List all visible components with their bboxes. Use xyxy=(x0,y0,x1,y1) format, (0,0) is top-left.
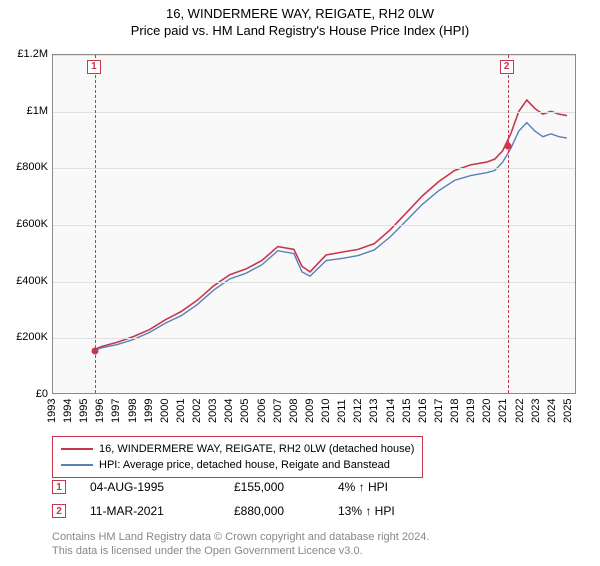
marker-badge: 1 xyxy=(52,480,66,494)
y-tick-label: £400K xyxy=(4,275,48,287)
chart-container: 16, WINDERMERE WAY, REIGATE, RH2 0LW Pri… xyxy=(0,6,600,566)
x-tick-label: 2014 xyxy=(385,409,397,423)
y-tick-label: £800K xyxy=(4,161,48,173)
legend-item: 16, WINDERMERE WAY, REIGATE, RH2 0LW (de… xyxy=(61,441,414,457)
gridline xyxy=(53,225,575,226)
x-tick-label: 2001 xyxy=(175,409,187,423)
chart-plot-area xyxy=(52,54,576,394)
x-tick-label: 2012 xyxy=(352,409,364,423)
marker-line xyxy=(508,55,509,393)
x-tick-label: 2019 xyxy=(465,409,477,423)
x-tick-label: 1998 xyxy=(127,409,139,423)
transaction-date: 04-AUG-1995 xyxy=(90,480,210,494)
legend-label: HPI: Average price, detached house, Reig… xyxy=(99,459,390,471)
chart-lines-svg xyxy=(53,55,575,393)
page-subtitle: Price paid vs. HM Land Registry's House … xyxy=(0,23,600,38)
y-tick-label: £1.2M xyxy=(4,48,48,60)
marker-label: 1 xyxy=(87,56,101,74)
x-tick-label: 2010 xyxy=(320,409,332,423)
x-tick-label: 2006 xyxy=(256,409,268,423)
gridline xyxy=(53,168,575,169)
marker-badge: 2 xyxy=(500,60,514,74)
x-tick-label: 2016 xyxy=(417,409,429,423)
marker-badge: 2 xyxy=(52,504,66,518)
x-tick-label: 2025 xyxy=(562,409,574,423)
x-tick-label: 2005 xyxy=(239,409,251,423)
transaction-price: £155,000 xyxy=(234,480,314,494)
x-tick-label: 1996 xyxy=(94,409,106,423)
x-tick-label: 2017 xyxy=(433,409,445,423)
x-tick-label: 1994 xyxy=(62,409,74,423)
y-tick-label: £0 xyxy=(4,388,48,400)
transaction-price: £880,000 xyxy=(234,504,314,518)
x-tick-label: 1997 xyxy=(110,409,122,423)
y-tick-label: £600K xyxy=(4,218,48,230)
x-tick-label: 2015 xyxy=(401,409,413,423)
marker-dot xyxy=(504,142,511,149)
marker-dot xyxy=(91,348,98,355)
gridline xyxy=(53,55,575,56)
x-tick-label: 1995 xyxy=(78,409,90,423)
x-tick-label: 2002 xyxy=(191,409,203,423)
x-tick-label: 1993 xyxy=(46,409,58,423)
gridline xyxy=(53,282,575,283)
gridline xyxy=(53,338,575,339)
footer-line: Contains HM Land Registry data © Crown c… xyxy=(52,530,429,544)
x-tick-label: 2009 xyxy=(304,409,316,423)
transaction-date: 11-MAR-2021 xyxy=(90,504,210,518)
legend-label: 16, WINDERMERE WAY, REIGATE, RH2 0LW (de… xyxy=(99,443,414,455)
x-tick-label: 2007 xyxy=(272,409,284,423)
legend: 16, WINDERMERE WAY, REIGATE, RH2 0LW (de… xyxy=(52,436,423,478)
x-tick-label: 2013 xyxy=(368,409,380,423)
marker-label: 2 xyxy=(500,56,514,74)
page-title: 16, WINDERMERE WAY, REIGATE, RH2 0LW xyxy=(0,6,600,21)
x-tick-label: 2008 xyxy=(288,409,300,423)
x-tick-label: 2020 xyxy=(481,409,493,423)
x-tick-label: 1999 xyxy=(143,409,155,423)
legend-swatch xyxy=(61,448,93,450)
x-tick-label: 2023 xyxy=(530,409,542,423)
x-tick-label: 2000 xyxy=(159,409,171,423)
transaction-row: 1 04-AUG-1995 £155,000 4% ↑ HPI xyxy=(52,480,458,494)
legend-item: HPI: Average price, detached house, Reig… xyxy=(61,457,414,473)
y-tick-label: £200K xyxy=(4,331,48,343)
transaction-row: 2 11-MAR-2021 £880,000 13% ↑ HPI xyxy=(52,504,458,518)
transaction-pct: 4% ↑ HPI xyxy=(338,480,458,494)
legend-swatch xyxy=(61,464,93,466)
x-tick-label: 2018 xyxy=(449,409,461,423)
x-tick-label: 2022 xyxy=(514,409,526,423)
x-tick-label: 2011 xyxy=(336,409,348,423)
marker-line xyxy=(95,55,96,393)
marker-badge: 1 xyxy=(87,60,101,74)
footer-line: This data is licensed under the Open Gov… xyxy=(52,544,363,558)
x-tick-label: 2021 xyxy=(497,409,509,423)
x-tick-label: 2024 xyxy=(546,409,558,423)
y-tick-label: £1M xyxy=(4,105,48,117)
x-tick-label: 2004 xyxy=(223,409,235,423)
transaction-pct: 13% ↑ HPI xyxy=(338,504,458,518)
gridline xyxy=(53,112,575,113)
x-tick-label: 2003 xyxy=(207,409,219,423)
